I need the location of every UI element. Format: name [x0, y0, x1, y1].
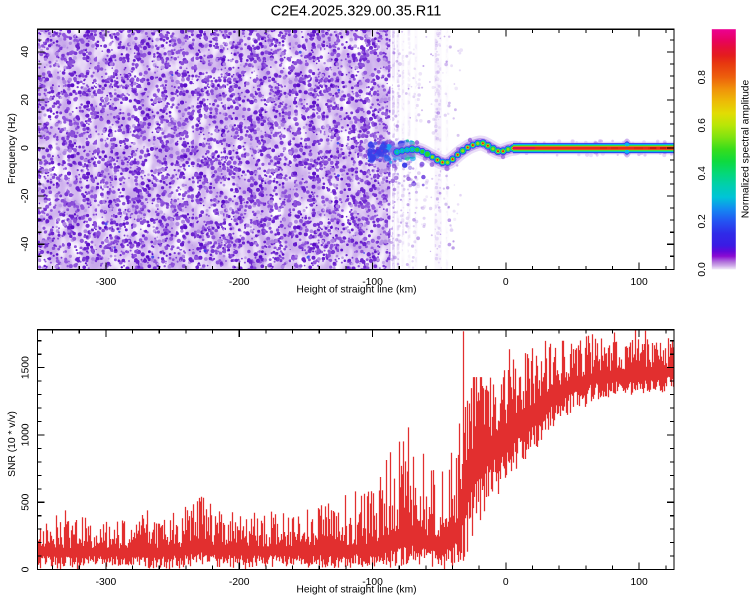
svg-text:-20: -20 [20, 188, 31, 203]
svg-text:1500: 1500 [21, 356, 32, 379]
svg-text:0.8: 0.8 [697, 70, 708, 85]
svg-text:Height of straight line (km): Height of straight line (km) [296, 284, 416, 295]
svg-text:-100: -100 [362, 577, 383, 588]
svg-text:0: 0 [503, 577, 509, 588]
svg-text:SNR (10 * v/v): SNR (10 * v/v) [7, 411, 18, 477]
svg-text:0: 0 [503, 277, 509, 288]
svg-text:100: 100 [631, 277, 648, 288]
svg-text:1000: 1000 [21, 423, 32, 446]
svg-text:20: 20 [20, 94, 31, 106]
svg-text:0.4: 0.4 [697, 166, 708, 181]
svg-text:-300: -300 [96, 277, 117, 288]
svg-text:-40: -40 [20, 236, 31, 251]
svg-text:-300: -300 [96, 577, 117, 588]
svg-text:Height of straight line (km): Height of straight line (km) [296, 584, 416, 595]
svg-text:Frequency (Hz): Frequency (Hz) [7, 113, 18, 184]
svg-text:C2E4.2025.329.00.35.R11: C2E4.2025.329.00.35.R11 [271, 4, 442, 20]
svg-text:-100: -100 [362, 277, 383, 288]
svg-text:Normalized spectral amplitude: Normalized spectral amplitude [741, 79, 750, 218]
svg-text:0: 0 [20, 145, 31, 151]
svg-text:-200: -200 [229, 577, 250, 588]
svg-text:100: 100 [631, 577, 648, 588]
svg-text:0.0: 0.0 [697, 262, 708, 277]
svg-text:500: 500 [21, 493, 32, 510]
svg-text:40: 40 [20, 46, 31, 58]
svg-text:0.6: 0.6 [697, 118, 708, 133]
svg-text:-200: -200 [229, 277, 250, 288]
svg-text:0.2: 0.2 [697, 214, 708, 229]
svg-text:0: 0 [21, 566, 32, 572]
